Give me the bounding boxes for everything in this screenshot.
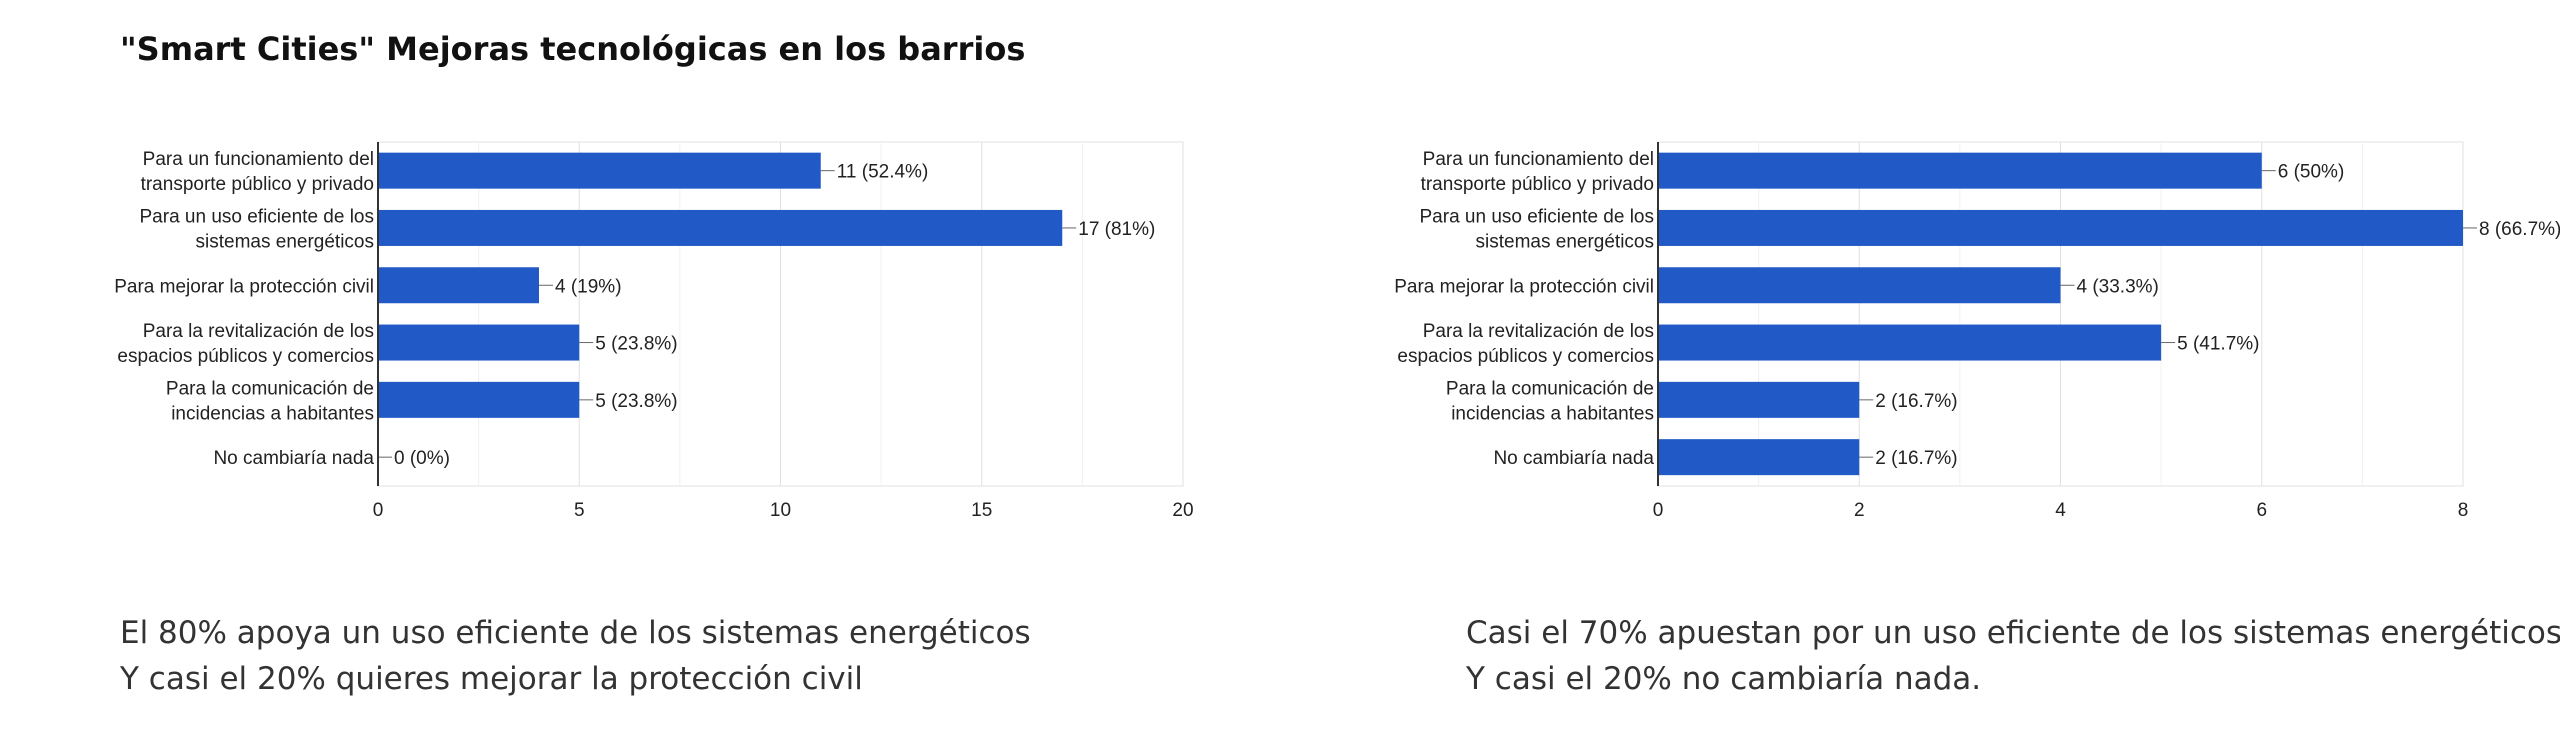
left-bar <box>378 209 1063 246</box>
caption-right-line-2: Y casi el 20% no cambiaría nada. <box>1466 661 1982 697</box>
right-bar <box>1658 381 1860 418</box>
left-data-label: 11 (52.4%) <box>837 162 929 183</box>
right-data-label: 6 (50%) <box>2278 162 2345 183</box>
right-bar <box>1658 439 1860 476</box>
left-category-label: Para un funcionamiento del <box>143 149 374 170</box>
caption-left-line-2: Y casi el 20% quieres mejorar la protecc… <box>120 661 863 697</box>
left-category-label: transporte público y privado <box>141 174 374 195</box>
left-x-tick-label: 15 <box>971 500 992 521</box>
left-data-label: 17 (81%) <box>1078 219 1155 240</box>
bar-chart-left: 0 5 10 15 20 11 (52.4%) Para un funcionamiento… <box>114 141 1194 521</box>
left-data-label: 5 (23.8%) <box>595 391 677 412</box>
left-category-label: Para un uso eficiente de los <box>140 206 375 227</box>
caption-right-line-1: Casi el 70% apuestan por un uso eficient… <box>1466 615 2560 651</box>
right-x-tick-label: 6 <box>2256 500 2267 521</box>
right-bar <box>1658 209 2463 246</box>
left-category-label: Para mejorar la protección civil <box>114 276 374 297</box>
left-bar <box>378 267 539 304</box>
left-bar <box>378 324 580 361</box>
right-category-label: espacios públicos y comercios <box>1397 346 1654 367</box>
left-x-tick-label: 10 <box>770 500 791 521</box>
right-data-label: 4 (33.3%) <box>2077 276 2159 297</box>
right-bar <box>1658 267 2061 304</box>
right-x-tick-label: 8 <box>2458 500 2469 521</box>
right-x-tick-label: 2 <box>1854 500 1865 521</box>
right-category-label: Para mejorar la protección civil <box>1394 276 1654 297</box>
left-category-label: No cambiaría nada <box>213 448 374 469</box>
right-category-label: Para la comunicación de <box>1446 378 1654 399</box>
left-x-tick-label: 0 <box>373 500 384 521</box>
left-bar <box>378 152 821 189</box>
left-category-label: incidencias a habitantes <box>171 403 374 424</box>
left-data-label: 5 (23.8%) <box>595 334 677 355</box>
caption-left-line-1: El 80% apoya un uso eficiente de los sis… <box>120 615 1031 651</box>
right-category-label: transporte público y privado <box>1421 174 1654 195</box>
caption-right: Casi el 70% apuestan por un uso eficient… <box>1466 610 2560 702</box>
left-category-label: espacios públicos y comercios <box>117 346 374 367</box>
right-data-label: 5 (41.7%) <box>2177 334 2259 355</box>
right-bar <box>1658 152 2262 189</box>
left-category-label: Para la revitalización de los <box>143 321 374 342</box>
right-category-label: incidencias a habitantes <box>1451 403 1654 424</box>
left-category-label: sistemas energéticos <box>196 231 374 252</box>
right-data-label: 8 (66.7%) <box>2479 219 2560 240</box>
left-x-tick-label: 20 <box>1172 500 1193 521</box>
left-bar <box>378 381 580 418</box>
right-x-tick-label: 4 <box>2055 500 2066 521</box>
right-data-label: 2 (16.7%) <box>1875 448 1957 469</box>
page-title: "Smart Cities" Mejoras tecnológicas en l… <box>120 30 1026 68</box>
right-bar <box>1658 324 2162 361</box>
left-category-label: Para la comunicación de <box>166 378 374 399</box>
left-data-label: 0 (0%) <box>394 448 450 469</box>
right-category-label: Para la revitalización de los <box>1423 321 1654 342</box>
left-data-label: 4 (19%) <box>555 276 622 297</box>
right-category-label: Para un funcionamiento del <box>1423 149 1654 170</box>
caption-left: El 80% apoya un uso eficiente de los sis… <box>120 610 1031 702</box>
right-data-label: 2 (16.7%) <box>1875 391 1957 412</box>
left-x-tick-label: 5 <box>574 500 585 521</box>
bar-chart-right: 0 2 4 6 8 6 (50%) Para un funcionamiento del tr… <box>1394 141 2560 521</box>
right-category-label: sistemas energéticos <box>1476 231 1654 252</box>
right-category-label: No cambiaría nada <box>1493 448 1654 469</box>
right-x-tick-label: 0 <box>1653 500 1664 521</box>
right-category-label: Para un uso eficiente de los <box>1420 206 1655 227</box>
